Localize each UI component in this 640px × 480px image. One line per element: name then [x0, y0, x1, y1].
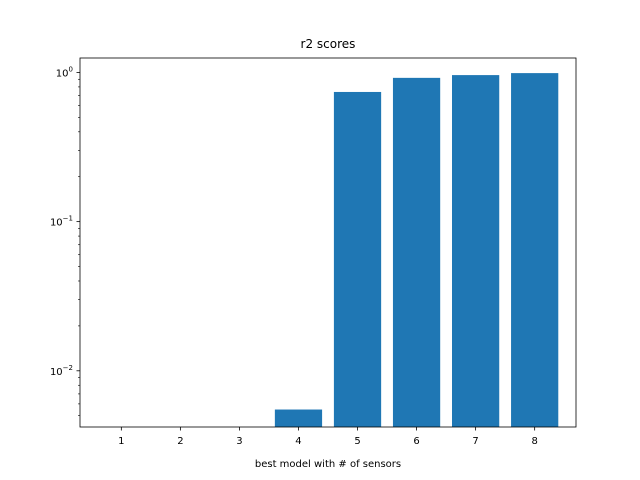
bars-group — [274, 73, 559, 428]
x-tick-label-1: 1 — [118, 436, 124, 447]
x-tick-label-7: 7 — [472, 436, 478, 447]
plot-frame — [79, 57, 577, 428]
y-tick-label: 10−1 — [50, 215, 73, 229]
bar-6 — [392, 77, 441, 428]
x-tick-label-8: 8 — [531, 436, 537, 447]
x-tick-label-3: 3 — [236, 436, 242, 447]
x-tick-label-2: 2 — [177, 436, 183, 447]
bar-8 — [511, 73, 559, 428]
x-tick-label-6: 6 — [413, 436, 419, 447]
y-axis-ticks: 10−2 10−1 100 — [50, 65, 80, 417]
x-tick-label-4: 4 — [295, 436, 301, 447]
x-axis-label: best model with # of sensors — [255, 459, 401, 470]
bar-5 — [333, 91, 382, 428]
y-tick-label: 10−2 — [50, 364, 73, 378]
y-tick-label: 100 — [56, 65, 73, 79]
bar-4 — [274, 409, 323, 427]
bar-7 — [452, 75, 500, 427]
x-axis-ticks: 1 2 3 4 5 6 7 8 — [118, 427, 538, 447]
chart-title: r2 scores — [301, 37, 356, 51]
x-tick-label-5: 5 — [354, 436, 360, 447]
